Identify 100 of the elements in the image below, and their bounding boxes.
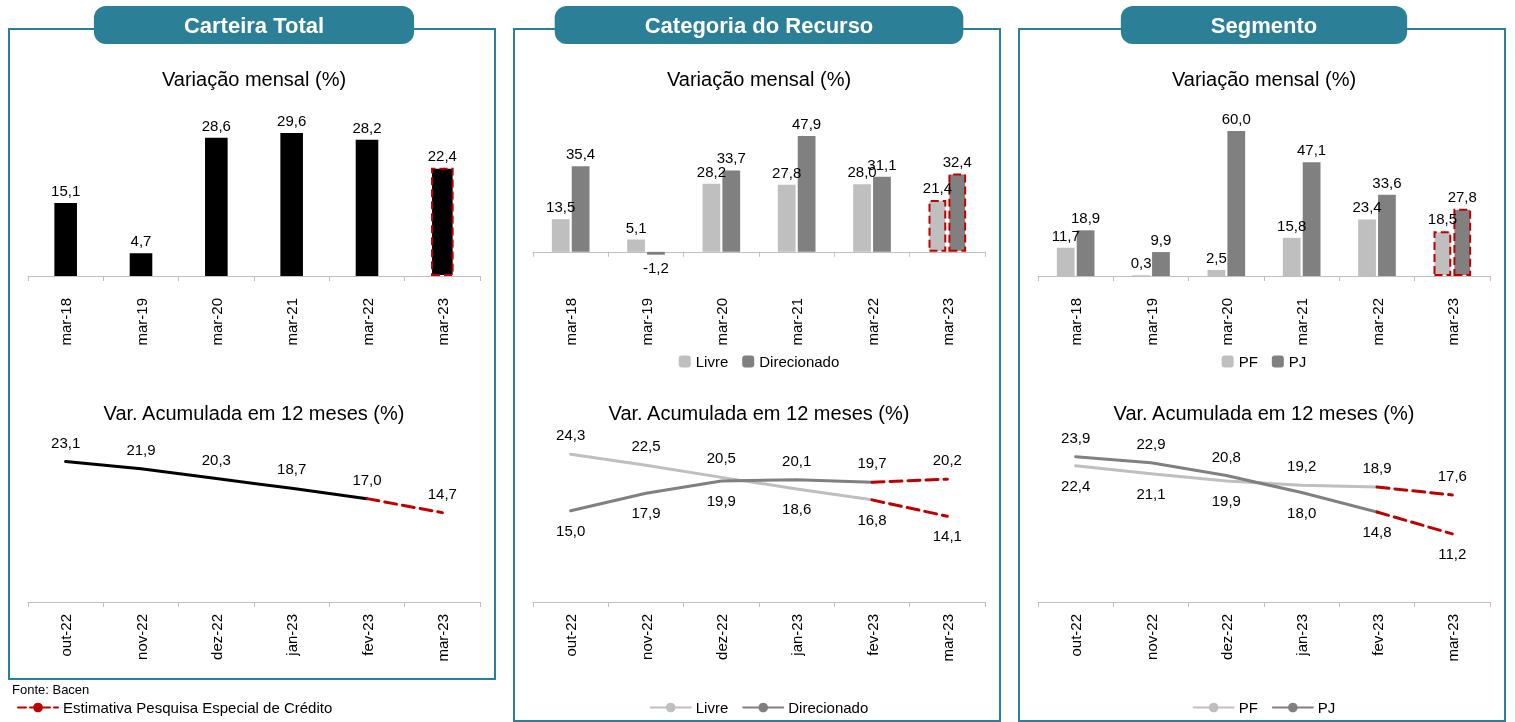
bar (129, 253, 153, 276)
x-tick-label: out-22 (1067, 614, 1085, 657)
x-tick-label: mar-20 (207, 298, 225, 346)
x-tick-label: dez-22 (207, 614, 225, 660)
data-label: 22,5 (631, 437, 661, 455)
data-label: 5,1 (625, 218, 647, 236)
data-label: 2,5 (1205, 248, 1227, 266)
x-tick-label: fev-23 (358, 614, 376, 656)
x-tick-label: dez-22 (712, 614, 730, 660)
x-tick-label: mar-21 (1293, 298, 1311, 346)
x-tick-label: mar-22 (1368, 298, 1386, 346)
data-label: 28,6 (201, 116, 231, 134)
data-label: 15,1 (51, 182, 81, 200)
legend-label: PJ (1288, 353, 1307, 370)
data-label: 32,4 (942, 152, 972, 170)
bar (431, 167, 454, 276)
data-label: 16,8 (857, 510, 887, 528)
legend-label: PJ (1317, 699, 1336, 716)
x-tick-label: mar-23 (1443, 298, 1461, 346)
data-label: 4,7 (130, 232, 152, 250)
data-label: 20,2 (932, 451, 962, 469)
x-tick-label: mar-19 (132, 298, 150, 346)
data-label: 11,2 (1438, 544, 1467, 562)
bar (205, 137, 228, 276)
x-tick-label: mar-20 (712, 298, 730, 346)
chart-subtitle: Variação mensal (%) (1171, 68, 1357, 90)
data-label: 15,8 (1277, 216, 1307, 234)
source-note: Fonte: Bacen (12, 682, 90, 697)
data-label: 60,0 (1221, 110, 1251, 127)
data-label: 11,7 (1051, 226, 1080, 244)
x-tick-label: mar-18 (57, 298, 75, 346)
chart-title: Segmento (1210, 12, 1318, 38)
x-tick-label: mar-18 (562, 298, 580, 346)
data-label: 18,7 (277, 460, 307, 478)
data-label: 0,3 (1130, 254, 1152, 272)
data-label: 14,1 (932, 527, 962, 545)
data-label: 19,7 (857, 454, 887, 472)
bar (647, 251, 665, 255)
bar (1227, 131, 1246, 276)
data-label: 17,0 (352, 470, 382, 488)
x-tick-label: jan-23 (283, 614, 301, 657)
data-label: 18,9 (1071, 209, 1101, 227)
chart-subtitle: Variação mensal (%) (666, 68, 852, 90)
data-label: 29,6 (277, 111, 307, 129)
bar (355, 139, 379, 276)
legend-label: Livre (695, 353, 729, 370)
data-label: 27,8 (1447, 187, 1477, 205)
data-label: 19,9 (1211, 492, 1241, 510)
x-tick-label: mar-23 (938, 298, 956, 346)
x-tick-label: fev-23 (863, 614, 881, 656)
legend-label: PF (1238, 353, 1258, 370)
data-label: 22,9 (1136, 434, 1166, 452)
chart-title: Var. Acumulada em 12 meses (%) (1113, 402, 1415, 424)
x-tick-label: nov-22 (637, 614, 655, 660)
chart-title: Var. Acumulada em 12 meses (%) (608, 402, 910, 424)
data-label: 19,9 (706, 492, 736, 510)
x-tick-label: mar-19 (1142, 298, 1160, 346)
chart-subtitle: Variação mensal (%) (161, 68, 347, 90)
data-label: 18,0 (1287, 503, 1317, 521)
x-tick-label: mar-19 (637, 298, 655, 346)
data-label: 21,1 (1136, 484, 1166, 502)
bar (1152, 252, 1170, 276)
x-tick-label: out-22 (57, 614, 75, 657)
data-label: 23,1 (51, 433, 81, 451)
data-label: 20,8 (1211, 447, 1241, 465)
x-tick-label: mar-21 (283, 298, 301, 346)
legend-label: Livre (695, 699, 729, 716)
data-label: 13,5 (546, 198, 576, 216)
data-label: 21,9 (126, 440, 156, 458)
data-label: 15,0 (556, 521, 586, 539)
data-label: 14,7 (427, 484, 457, 502)
x-tick-label: fev-23 (1368, 614, 1386, 656)
chart-title: Categoria do Recurso (644, 12, 874, 38)
data-label: 21,4 (922, 179, 952, 197)
data-label: 27,8 (772, 163, 802, 181)
data-label: 23,4 (1352, 198, 1382, 216)
x-tick-label: mar-23 (1443, 614, 1461, 662)
x-tick-label: out-22 (562, 614, 580, 657)
chart-title: Var. Acumulada em 12 meses (%) (103, 402, 405, 424)
x-tick-label: mar-23 (938, 614, 956, 662)
data-label: 18,5 (1427, 210, 1457, 228)
data-label: 14,8 (1362, 523, 1392, 541)
x-tick-label: jan-23 (1293, 614, 1311, 657)
legend-label: Direcionado (788, 699, 869, 716)
legend-label: Estimativa Pesquisa Especial de Crédito (63, 699, 333, 716)
data-label: 35,4 (566, 145, 596, 163)
chart-title: Carteira Total (183, 12, 325, 38)
x-tick-label: mar-23 (433, 614, 451, 662)
data-label: 20,1 (782, 451, 812, 469)
x-tick-label: mar-18 (1067, 298, 1085, 346)
data-label: -1,2 (643, 258, 669, 276)
data-label: 24,3 (556, 426, 586, 444)
data-label: 22,4 (427, 146, 457, 164)
data-label: 47,9 (792, 115, 822, 133)
data-label: 17,6 (1437, 466, 1467, 484)
data-label: 9,9 (1150, 231, 1172, 249)
bar (280, 132, 303, 276)
x-tick-label: nov-22 (1142, 614, 1160, 660)
data-label: 23,9 (1061, 428, 1091, 446)
legend-label: Direcionado (759, 353, 840, 370)
